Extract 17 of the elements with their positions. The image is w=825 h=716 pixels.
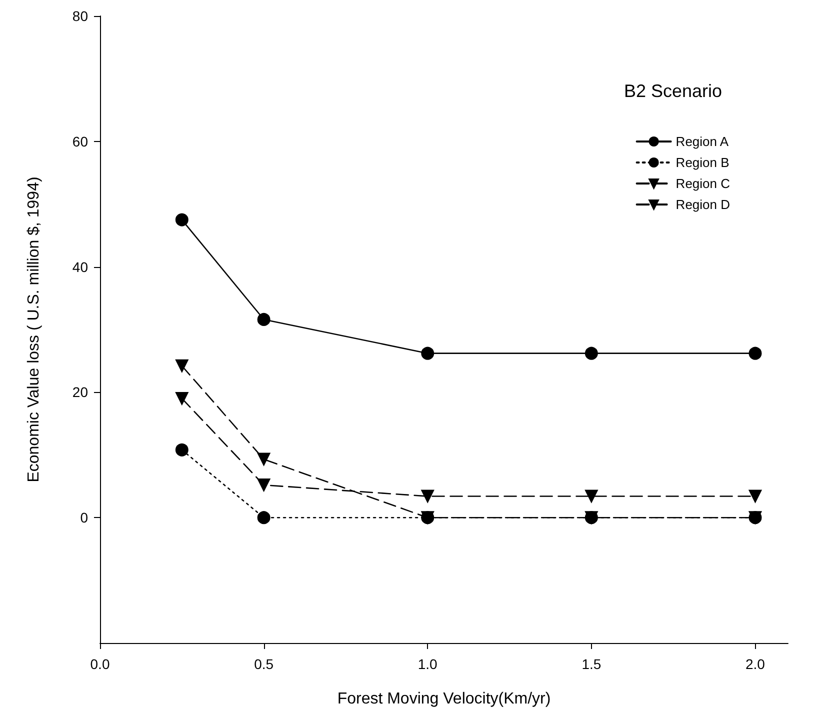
y-tick-label: 60 — [72, 133, 88, 150]
legend-label: Region D — [676, 197, 730, 212]
x-tick-label: 2.0 — [746, 656, 766, 672]
x-tick-label: 0.0 — [90, 656, 110, 672]
legend-label: Region B — [676, 155, 730, 170]
y-tick-label: 80 — [72, 8, 88, 24]
x-tick-label: 1.5 — [582, 656, 602, 672]
legend-title: B2 Scenario — [624, 81, 722, 101]
x-tick-label: 1.0 — [418, 656, 438, 672]
y-tick-label: 20 — [72, 384, 88, 400]
legend-label: Region C — [676, 176, 730, 191]
y-tick-label: 0 — [80, 510, 88, 526]
y-tick-label: 40 — [72, 258, 88, 275]
legend-label: Region A — [676, 134, 729, 149]
x-tick-label: 0.5 — [254, 656, 274, 672]
y-axis-title: Economic Value loss ( U.S. million $, 1994) — [26, 176, 42, 482]
x-axis-title: Forest Moving Velocity(Km/yr) — [337, 690, 551, 708]
